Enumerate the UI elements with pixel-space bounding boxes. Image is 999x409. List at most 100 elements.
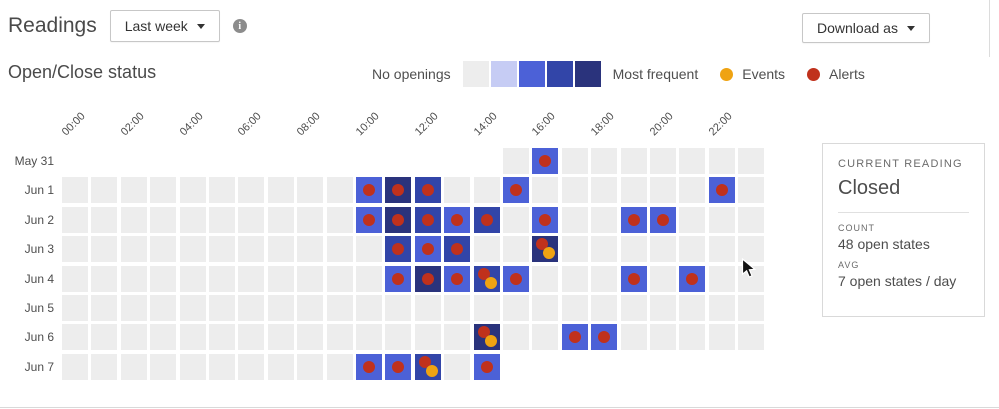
heatmap-cell[interactable] — [326, 353, 353, 380]
heatmap-cell[interactable] — [620, 324, 647, 351]
heatmap-cell[interactable] — [62, 324, 88, 351]
heatmap-cell[interactable] — [708, 177, 735, 204]
heatmap-cell[interactable] — [179, 206, 206, 233]
heatmap-cell[interactable] — [91, 236, 118, 263]
heatmap-cell[interactable] — [297, 177, 324, 204]
heatmap-cell[interactable] — [120, 206, 147, 233]
heatmap-cell[interactable] — [356, 206, 382, 233]
heatmap-cell[interactable] — [62, 236, 88, 263]
heatmap-cell[interactable] — [209, 295, 235, 321]
heatmap-cell[interactable] — [561, 295, 588, 321]
heatmap-cell[interactable] — [503, 148, 529, 174]
heatmap-cell[interactable] — [356, 295, 382, 321]
heatmap-cell[interactable] — [120, 177, 147, 204]
heatmap-cell[interactable] — [444, 324, 471, 351]
heatmap-cell[interactable] — [679, 236, 706, 263]
heatmap-cell[interactable] — [209, 324, 235, 351]
heatmap-cell[interactable] — [561, 236, 588, 263]
heatmap-cell[interactable] — [179, 295, 206, 321]
heatmap-cell[interactable] — [91, 177, 118, 204]
heatmap-cell[interactable] — [414, 295, 441, 321]
heatmap-cell[interactable] — [679, 177, 706, 204]
heatmap-cell[interactable] — [679, 265, 706, 292]
heatmap-cell[interactable] — [385, 324, 412, 351]
heatmap-cell[interactable] — [708, 324, 735, 351]
heatmap-cell[interactable] — [708, 148, 735, 174]
heatmap-cell[interactable] — [297, 295, 324, 321]
heatmap-cell[interactable] — [297, 236, 324, 263]
heatmap-cell[interactable] — [385, 295, 412, 321]
heatmap-cell[interactable] — [650, 265, 676, 292]
heatmap-cell[interactable] — [414, 177, 441, 204]
heatmap-cell[interactable] — [238, 206, 265, 233]
heatmap-cell[interactable] — [532, 236, 559, 263]
heatmap-cell[interactable] — [62, 206, 88, 233]
heatmap-cell[interactable] — [561, 324, 588, 351]
heatmap-cell[interactable] — [238, 295, 265, 321]
heatmap-cell[interactable] — [238, 324, 265, 351]
heatmap-cell[interactable] — [591, 236, 618, 263]
heatmap-cell[interactable] — [297, 353, 324, 380]
heatmap-cell[interactable] — [62, 265, 88, 292]
heatmap-cell[interactable] — [473, 265, 500, 292]
heatmap-cell[interactable] — [238, 353, 265, 380]
heatmap-cell[interactable] — [150, 353, 177, 380]
heatmap-cell[interactable] — [444, 295, 471, 321]
heatmap-cell[interactable] — [297, 324, 324, 351]
heatmap-cell[interactable] — [708, 295, 735, 321]
heatmap-cell[interactable] — [444, 177, 471, 204]
heatmap-cell[interactable] — [708, 265, 735, 292]
heatmap-cell[interactable] — [473, 236, 500, 263]
heatmap-cell[interactable] — [738, 148, 765, 174]
heatmap-cell[interactable] — [679, 148, 706, 174]
heatmap-cell[interactable] — [561, 206, 588, 233]
heatmap-cell[interactable] — [591, 295, 618, 321]
heatmap-cell[interactable] — [120, 236, 147, 263]
heatmap-cell[interactable] — [209, 236, 235, 263]
heatmap-cell[interactable] — [326, 177, 353, 204]
heatmap-cell[interactable] — [414, 265, 441, 292]
heatmap-cell[interactable] — [326, 324, 353, 351]
heatmap-cell[interactable] — [532, 206, 559, 233]
heatmap-cell[interactable] — [532, 324, 559, 351]
heatmap-cell[interactable] — [150, 265, 177, 292]
heatmap-cell[interactable] — [708, 206, 735, 233]
heatmap-cell[interactable] — [209, 265, 235, 292]
heatmap-cell[interactable] — [738, 236, 765, 263]
heatmap-cell[interactable] — [591, 324, 618, 351]
heatmap-cell[interactable] — [414, 236, 441, 263]
heatmap-cell[interactable] — [120, 265, 147, 292]
heatmap-cell[interactable] — [620, 265, 647, 292]
heatmap-cell[interactable] — [91, 295, 118, 321]
heatmap-cell[interactable] — [62, 353, 88, 380]
heatmap-cell[interactable] — [326, 236, 353, 263]
heatmap-cell[interactable] — [738, 206, 765, 233]
heatmap-cell[interactable] — [385, 177, 412, 204]
heatmap-cell[interactable] — [150, 324, 177, 351]
heatmap-cell[interactable] — [650, 295, 676, 321]
heatmap-cell[interactable] — [326, 295, 353, 321]
heatmap-cell[interactable] — [356, 177, 382, 204]
heatmap-cell[interactable] — [414, 206, 441, 233]
heatmap-cell[interactable] — [91, 265, 118, 292]
heatmap-cell[interactable] — [591, 177, 618, 204]
heatmap-cell[interactable] — [503, 177, 529, 204]
heatmap-cell[interactable] — [473, 206, 500, 233]
heatmap-cell[interactable] — [209, 206, 235, 233]
heatmap-cell[interactable] — [179, 236, 206, 263]
heatmap-cell[interactable] — [532, 177, 559, 204]
heatmap-cell[interactable] — [385, 353, 412, 380]
heatmap-cell[interactable] — [444, 353, 471, 380]
info-icon[interactable] — [232, 19, 247, 33]
heatmap-cell[interactable] — [650, 177, 676, 204]
heatmap-cell[interactable] — [444, 206, 471, 233]
heatmap-cell[interactable] — [267, 295, 294, 321]
heatmap-cell[interactable] — [120, 295, 147, 321]
heatmap-cell[interactable] — [679, 324, 706, 351]
heatmap-cell[interactable] — [267, 353, 294, 380]
heatmap-cell[interactable] — [532, 265, 559, 292]
heatmap-cell[interactable] — [414, 353, 441, 380]
heatmap-cell[interactable] — [444, 265, 471, 292]
heatmap-cell[interactable] — [738, 295, 765, 321]
heatmap-cell[interactable] — [120, 353, 147, 380]
